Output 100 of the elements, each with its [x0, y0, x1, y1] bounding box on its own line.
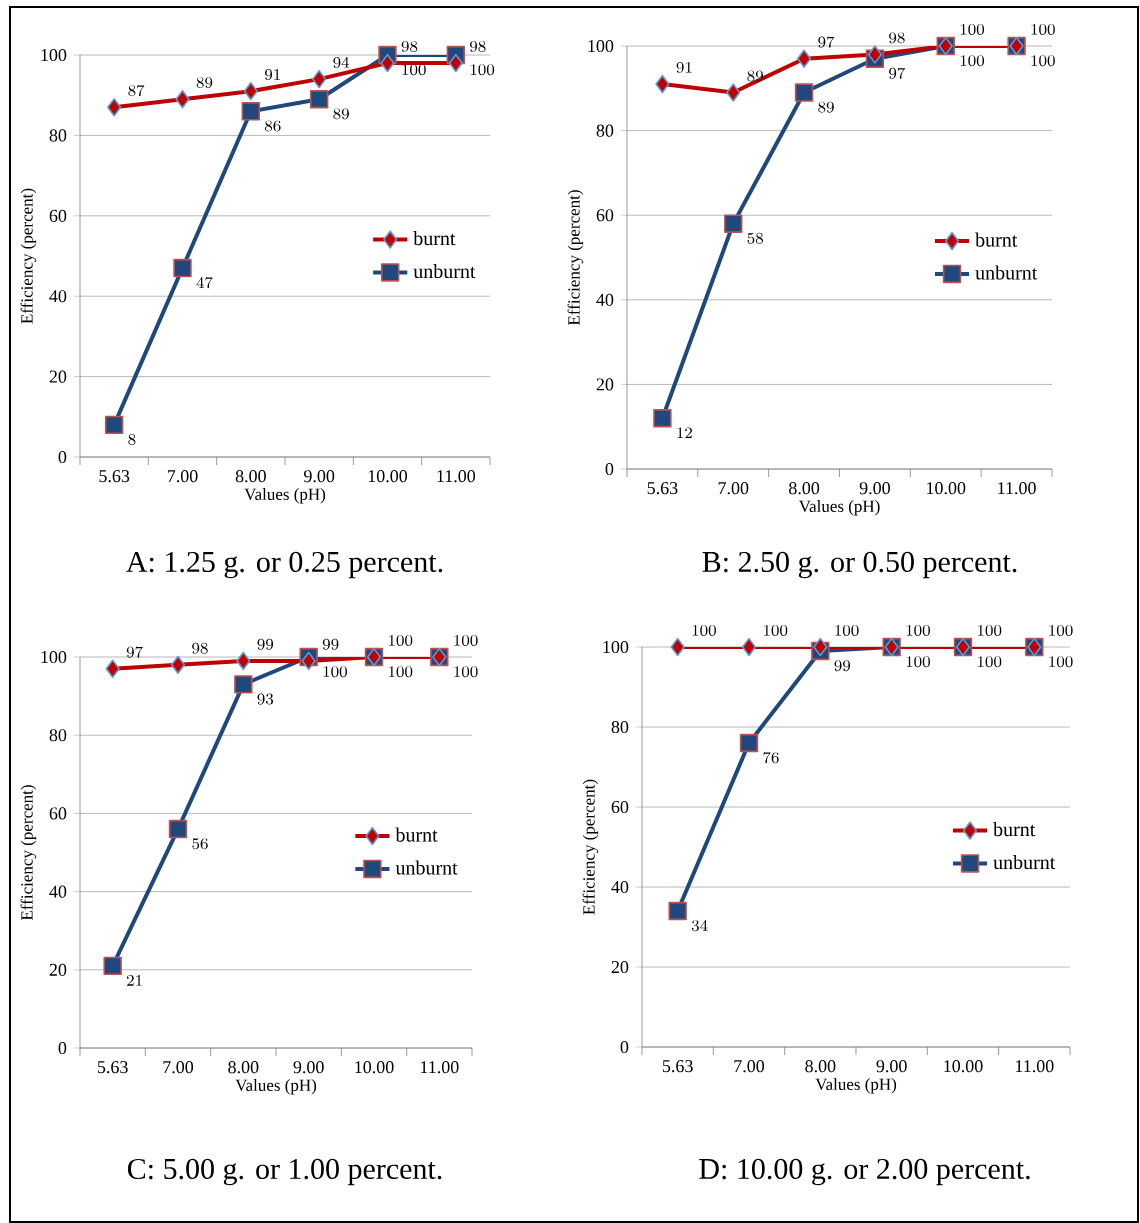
data-label: 100 — [960, 23, 985, 35]
x-tick-label: 8.00 — [805, 1060, 836, 1073]
x-tick-label: 11.00 — [420, 1061, 459, 1074]
x-tick-label: 5.63 — [97, 1061, 128, 1074]
y-tick-label: 100 — [588, 39, 614, 53]
y-tick-label: 60 — [596, 209, 614, 222]
data-label: 100 — [323, 666, 347, 678]
data-label: 89 — [196, 77, 213, 89]
y-tick-label: 20 — [49, 963, 67, 976]
data-label: 100 — [764, 624, 788, 636]
data-label: 100 — [1049, 656, 1073, 668]
x-tick-label: 7.00 — [734, 1060, 765, 1073]
y-axis-title: Efficiency (percent) — [20, 188, 37, 324]
x-tick-label: 9.00 — [293, 1061, 324, 1074]
x-axis-title: Values (pH) — [815, 1078, 897, 1094]
data-label: 98 — [469, 40, 486, 52]
legend-label: unburnt — [975, 265, 1038, 280]
y-tick-label: 0 — [58, 450, 67, 464]
data-label: 76 — [763, 751, 779, 764]
y-axis-title: Efficiency (percent) — [20, 785, 37, 921]
text: A: 1.25 g. or 0.25 percent. — [126, 551, 443, 579]
x-tick-label: 7.00 — [167, 470, 198, 483]
y-axis-title: Efficiency (percent) — [582, 779, 599, 915]
data-label: 99 — [257, 638, 274, 650]
x-tick-label: 7.00 — [163, 1061, 194, 1074]
data-label: 100 — [1031, 55, 1055, 67]
data-label: 100 — [906, 624, 930, 636]
legend-label: unburnt — [993, 854, 1056, 870]
y-tick-label: 20 — [49, 370, 67, 383]
data-label: 47 — [196, 277, 213, 289]
x-tick-label: 10.00 — [944, 1060, 983, 1073]
data-label: 97 — [818, 36, 835, 48]
data-label: 91 — [676, 61, 692, 73]
y-tick-label: 80 — [49, 729, 67, 742]
y-tick-label: 0 — [58, 1041, 67, 1055]
x-axis-title: Values (pH) — [244, 488, 326, 504]
legend-label: burnt — [395, 827, 438, 842]
y-tick-label: 20 — [596, 378, 614, 391]
x-tick-label: 5.63 — [647, 482, 678, 495]
data-label: 87 — [128, 84, 145, 97]
y-tick-label: 80 — [611, 720, 629, 734]
data-label: 100 — [978, 656, 1002, 668]
data-label: 100 — [470, 64, 495, 76]
y-tick-label: 100 — [41, 650, 67, 664]
data-label: 91 — [264, 69, 280, 81]
y-tick-label: 60 — [49, 807, 67, 820]
data-label: 34 — [691, 920, 708, 932]
data-label: 99 — [834, 660, 851, 672]
data-label: 21 — [126, 975, 142, 986]
data-label: 86 — [264, 120, 281, 132]
y-tick-label: 40 — [49, 885, 67, 898]
legend-label: burnt — [975, 232, 1018, 247]
data-label: 100 — [692, 624, 716, 636]
legend-label: unburnt — [395, 860, 458, 875]
data-label: 100 — [1049, 624, 1073, 636]
y-tick-label: 80 — [596, 124, 614, 137]
data-label: 100 — [389, 634, 413, 646]
data-label: 99 — [322, 638, 339, 650]
x-tick-label: 8.00 — [228, 1061, 259, 1074]
x-axis-title: Values (pH) — [235, 1079, 317, 1095]
y-tick-label: 60 — [611, 800, 629, 814]
y-tick-label: 20 — [611, 960, 629, 974]
x-tick-label: 11.00 — [998, 482, 1036, 495]
data-label: 97 — [889, 67, 906, 79]
text: C: 5.00 g. or 1.00 percent. — [127, 1158, 442, 1186]
data-label: 100 — [906, 656, 930, 668]
data-label: 97 — [126, 646, 143, 658]
data-label: 56 — [192, 838, 208, 850]
y-tick-label: 0 — [620, 1040, 629, 1054]
x-tick-label: 7.00 — [718, 482, 749, 495]
x-tick-label: 10.00 — [355, 1061, 394, 1074]
x-tick-label: 11.00 — [437, 470, 476, 483]
data-label: 8 — [128, 434, 136, 445]
x-tick-label: 9.00 — [859, 482, 890, 495]
data-label: 100 — [402, 64, 426, 76]
data-label: 93 — [257, 693, 274, 705]
y-tick-label: 60 — [49, 209, 67, 222]
data-label: 100 — [1031, 23, 1055, 35]
data-label: 100 — [389, 666, 413, 678]
x-tick-label: 8.00 — [235, 470, 266, 483]
data-label: 100 — [960, 55, 985, 67]
data-label: 98 — [401, 40, 418, 52]
data-label: 98 — [889, 32, 905, 44]
data-label: 89 — [747, 70, 763, 82]
data-label: 100 — [454, 666, 478, 678]
y-tick-label: 40 — [596, 293, 614, 306]
data-label: 12 — [677, 427, 692, 439]
x-axis-title: Values (pH) — [798, 500, 880, 516]
data-label: 89 — [333, 108, 349, 120]
y-tick-label: 0 — [605, 462, 614, 476]
y-tick-label: 40 — [49, 290, 67, 303]
data-label: 100 — [835, 624, 859, 636]
x-tick-label: 10.00 — [927, 482, 966, 495]
x-tick-label: 8.00 — [789, 482, 820, 495]
y-tick-label: 80 — [49, 129, 67, 142]
x-tick-label: 10.00 — [368, 470, 408, 483]
text: D: 10.00 g. or 2.00 percent. — [699, 1158, 1030, 1186]
data-label: 100 — [454, 634, 478, 646]
data-label: 100 — [978, 624, 1002, 636]
data-label: 89 — [818, 101, 834, 113]
